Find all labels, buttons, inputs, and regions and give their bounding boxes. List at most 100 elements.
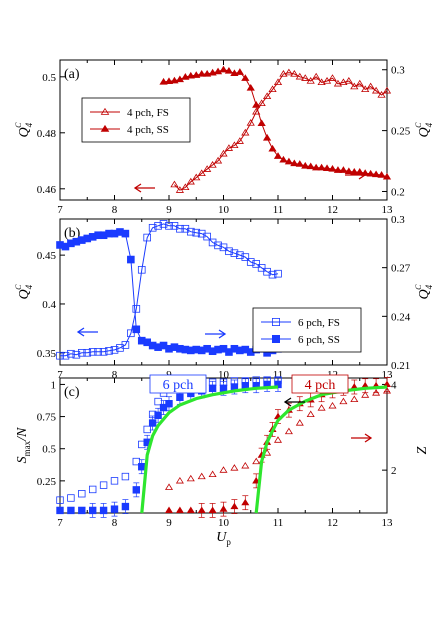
data-point (382, 380, 392, 388)
data-point (208, 384, 217, 392)
x-tick-label: 13 (382, 204, 394, 216)
data-point (306, 410, 315, 418)
arrow-left (133, 183, 155, 193)
y-left-tick-label: 0.35 (37, 348, 57, 360)
data-point (273, 152, 283, 159)
data-point (176, 393, 184, 401)
data-point (268, 270, 277, 279)
plot-frame (59, 377, 388, 514)
data-point (279, 70, 288, 77)
data-point (230, 377, 239, 385)
series-green-none (140, 385, 279, 514)
data-point (175, 506, 184, 514)
data-point (246, 119, 255, 126)
data-point (377, 171, 386, 178)
data-point (192, 173, 201, 181)
series-red-open-triangle (164, 386, 392, 490)
annotation-text: 6 pch (163, 378, 194, 393)
arrow-left (283, 397, 305, 407)
y-right-tick-label: 0.24 (391, 311, 411, 323)
data-point (170, 180, 179, 188)
y-right-tick-label: 2 (391, 465, 397, 477)
data-point (110, 505, 119, 513)
data-point (301, 161, 310, 169)
x-tick-label: 7 (57, 369, 63, 381)
data-point (295, 72, 304, 80)
annotation-blue: 6 pch (149, 374, 207, 394)
data-point (88, 348, 97, 356)
data-point (110, 477, 119, 485)
data-point (241, 128, 250, 136)
data-point (224, 66, 234, 74)
x-tick-label: 7 (57, 204, 63, 216)
data-point (208, 506, 217, 514)
data-point (170, 222, 179, 230)
data-point (208, 161, 217, 168)
legend-box (252, 307, 362, 353)
x-tick-label: 12 (327, 204, 338, 216)
x-tick-label: 10 (218, 369, 230, 381)
data-point (366, 82, 375, 90)
data-point (230, 464, 239, 471)
data-point (197, 169, 206, 177)
data-point (295, 160, 304, 167)
data-point (89, 506, 97, 515)
legend-marker (271, 317, 280, 326)
y-left-tick-label: 0.25 (37, 476, 57, 488)
data-point (355, 79, 364, 87)
data-point (208, 470, 217, 478)
x-tick-label: 10 (218, 517, 230, 529)
data-point (127, 329, 135, 338)
data-point (279, 155, 288, 163)
data-point (132, 305, 141, 313)
data-point (301, 74, 310, 81)
y-right-tick-label: 0.21 (391, 360, 410, 372)
data-point (263, 267, 271, 276)
data-point (344, 167, 353, 175)
data-point (143, 425, 151, 434)
data-point (165, 222, 173, 230)
data-point (148, 410, 157, 419)
data-point (137, 265, 146, 274)
data-point (121, 229, 130, 238)
data-point (56, 496, 64, 504)
series-blue-filled-square (56, 228, 282, 357)
data-point (246, 258, 255, 266)
data-point (89, 485, 97, 494)
legend-label: 6 pch, FS (298, 317, 340, 329)
y-right-tick-label: 0.3 (391, 214, 405, 226)
data-point (78, 506, 86, 515)
data-point (274, 376, 282, 384)
data-point (312, 72, 321, 80)
data-point (350, 168, 359, 175)
x-tick-label: 11 (273, 369, 284, 381)
right-axis-label: Q4C (414, 122, 434, 138)
data-point (246, 84, 255, 91)
data-point (159, 403, 168, 412)
arrow-right (345, 170, 367, 180)
y-right-tick-label: 0.27 (391, 263, 411, 275)
x-tick-label: 7 (57, 517, 63, 529)
data-point (382, 172, 392, 180)
data-point (181, 224, 190, 233)
data-point (284, 427, 293, 435)
series-blue-open-square (56, 220, 282, 360)
y-left-tick-label: 0.5 (42, 72, 56, 84)
series-green-none (254, 385, 388, 514)
data-point (235, 137, 244, 144)
x-tick-label: 11 (273, 204, 284, 216)
legend-marker (271, 334, 280, 343)
data-point (159, 220, 168, 228)
data-point (148, 419, 157, 427)
data-point (273, 78, 283, 86)
data-point (295, 419, 304, 426)
y-left-tick-label: 0.4 (42, 299, 56, 311)
data-point (361, 391, 370, 398)
data-point (328, 74, 337, 81)
data-point (186, 71, 195, 79)
series-line (59, 231, 279, 354)
data-point (371, 86, 381, 94)
panel-b: 789101112130.350.40.450.210.240.270.3(b)… (14, 214, 434, 381)
data-point (213, 156, 223, 164)
data-point (339, 166, 348, 173)
